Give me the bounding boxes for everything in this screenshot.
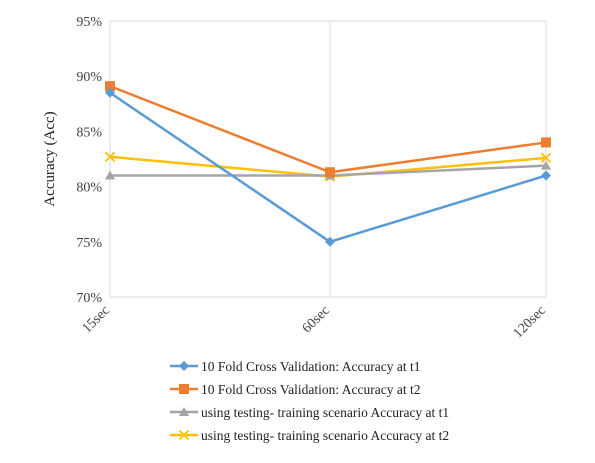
y-tick-label: 90% (76, 70, 102, 85)
legend-label: 10 Fold Cross Validation: Accuracy at t2 (201, 382, 420, 397)
y-tick-label: 85% (76, 125, 102, 140)
y-axis-label: Accuracy (Acc) (42, 111, 58, 206)
x-axis-ticks: 15sec 60sec 120sec (80, 303, 549, 341)
data-point (105, 81, 115, 92)
data-point (541, 170, 551, 181)
series-line (109, 84, 547, 174)
legend-item-4: using testing- training scenario Accurac… (170, 428, 449, 443)
series-1 (105, 87, 551, 247)
data-point (104, 151, 116, 162)
series-layer (104, 81, 552, 247)
legend-label: using testing- training scenario Accurac… (201, 428, 449, 443)
plot-area-border (109, 20, 547, 298)
data-point (105, 170, 115, 180)
data-point (541, 137, 551, 148)
legend-label: 10 Fold Cross Validation: Accuracy at t1 (201, 359, 420, 374)
data-point (540, 152, 552, 164)
legend-item-2: 10 Fold Cross Validation: Accuracy at t2 (170, 382, 420, 397)
y-axis-ticks: 70% 75% 80% 85% 90% 95% (76, 15, 102, 306)
x-tick-label: 60sec (300, 303, 333, 336)
x-tick-label: 15sec (80, 303, 113, 336)
y-tick-label: 95% (76, 15, 102, 30)
y-tick-label: 75% (76, 236, 102, 251)
data-point (541, 160, 551, 170)
legend-marker (179, 384, 189, 394)
x-tick-label: 120sec (511, 303, 549, 341)
series-2 (105, 81, 551, 178)
y-tick-label: 70% (76, 291, 102, 306)
legend-marker (179, 361, 189, 371)
data-point (105, 87, 115, 98)
legend-label: using testing- training scenario Accurac… (201, 405, 449, 420)
legend-marker (178, 429, 190, 441)
data-point (325, 167, 335, 178)
legend-item-3: using testing- training scenario Accurac… (170, 405, 449, 420)
legend-marker (179, 407, 189, 416)
y-tick-label: 80% (76, 181, 102, 196)
legend-item-1: 10 Fold Cross Validation: Accuracy at t1 (170, 359, 420, 374)
data-point (325, 236, 335, 247)
legend: 10 Fold Cross Validation: Accuracy at t1… (170, 359, 449, 443)
gridlines (109, 21, 547, 297)
